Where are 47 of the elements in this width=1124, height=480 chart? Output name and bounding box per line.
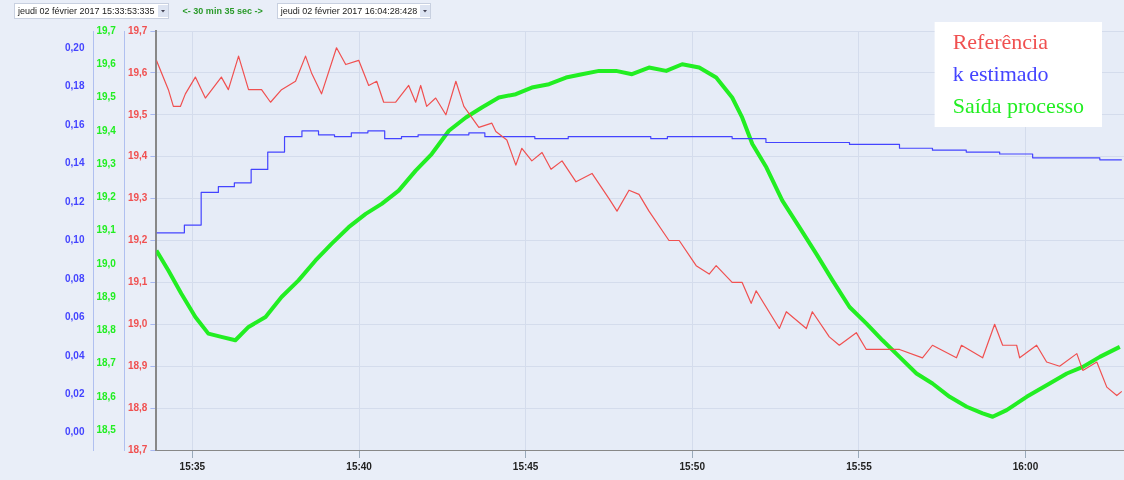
text: Saída processo <box>952 92 1084 118</box>
y-tick-label: 19,1 <box>127 276 148 288</box>
text: jeudi 02 février 2017 15:33:53:335 <box>16 6 156 16</box>
y-tick-label: 18,9 <box>127 359 148 371</box>
y2-tick-label: 0,18 <box>64 80 85 92</box>
y3-tick-label: 19,5 <box>96 91 117 103</box>
y-tick-label: 19,0 <box>127 318 148 330</box>
y2-tick-label: 0,04 <box>64 349 85 361</box>
y3-tick-label: 18,5 <box>96 423 117 435</box>
text: jeudi 02 février 2017 16:04:28:428 <box>279 6 419 16</box>
y-tick-label: 19,3 <box>127 192 148 204</box>
y2-tick-label: 0,10 <box>64 234 85 246</box>
y3-tick-label: 18,9 <box>96 290 117 302</box>
y2-tick-label: 0,00 <box>64 426 85 438</box>
x-tick-label: 15:50 <box>679 460 706 472</box>
y-tick-label: 19,5 <box>127 108 148 120</box>
y-tick-label: 19,6 <box>127 66 148 78</box>
y2-tick-label: 0,06 <box>64 311 85 323</box>
y2-tick-label: 0,20 <box>64 42 85 54</box>
y3-tick-label: 18,7 <box>96 357 117 369</box>
y3-tick-label: 18,6 <box>96 390 117 402</box>
y-tick-label: 19,7 <box>127 24 148 36</box>
x-tick-label: 15:40 <box>346 460 373 472</box>
x-tick-label: 15:45 <box>512 460 539 472</box>
text: Referência <box>952 28 1049 54</box>
y-tick-label: 19,2 <box>127 234 148 246</box>
x-tick-label: 15:55 <box>846 460 873 472</box>
x-tick-label: 16:00 <box>1012 460 1039 472</box>
y3-tick-label: 18,8 <box>96 324 117 336</box>
y3-tick-label: 19,4 <box>96 124 117 136</box>
y3-tick-label: 19,7 <box>96 24 117 36</box>
y-tick-label: 19,4 <box>127 150 148 162</box>
y3-tick-label: 19,1 <box>96 224 117 236</box>
y3-tick-label: 19,2 <box>96 191 117 203</box>
y2-tick-label: 0,02 <box>64 388 85 400</box>
y-tick-label: 18,8 <box>127 401 148 413</box>
y3-tick-label: 19,0 <box>96 257 117 269</box>
y2-tick-label: 0,08 <box>64 272 85 284</box>
y2-tick-label: 0,14 <box>64 157 85 169</box>
y2-tick-label: 0,12 <box>64 195 85 207</box>
y3-tick-label: 19,3 <box>96 157 117 169</box>
x-tick-label: 15:35 <box>179 460 206 472</box>
y-tick-label: 18,7 <box>127 443 148 455</box>
text: <- 30 min 35 sec -> <box>182 6 263 16</box>
y2-tick-label: 0,16 <box>64 118 85 130</box>
y3-tick-label: 19,6 <box>96 58 117 69</box>
text: k estimado <box>952 60 1049 86</box>
